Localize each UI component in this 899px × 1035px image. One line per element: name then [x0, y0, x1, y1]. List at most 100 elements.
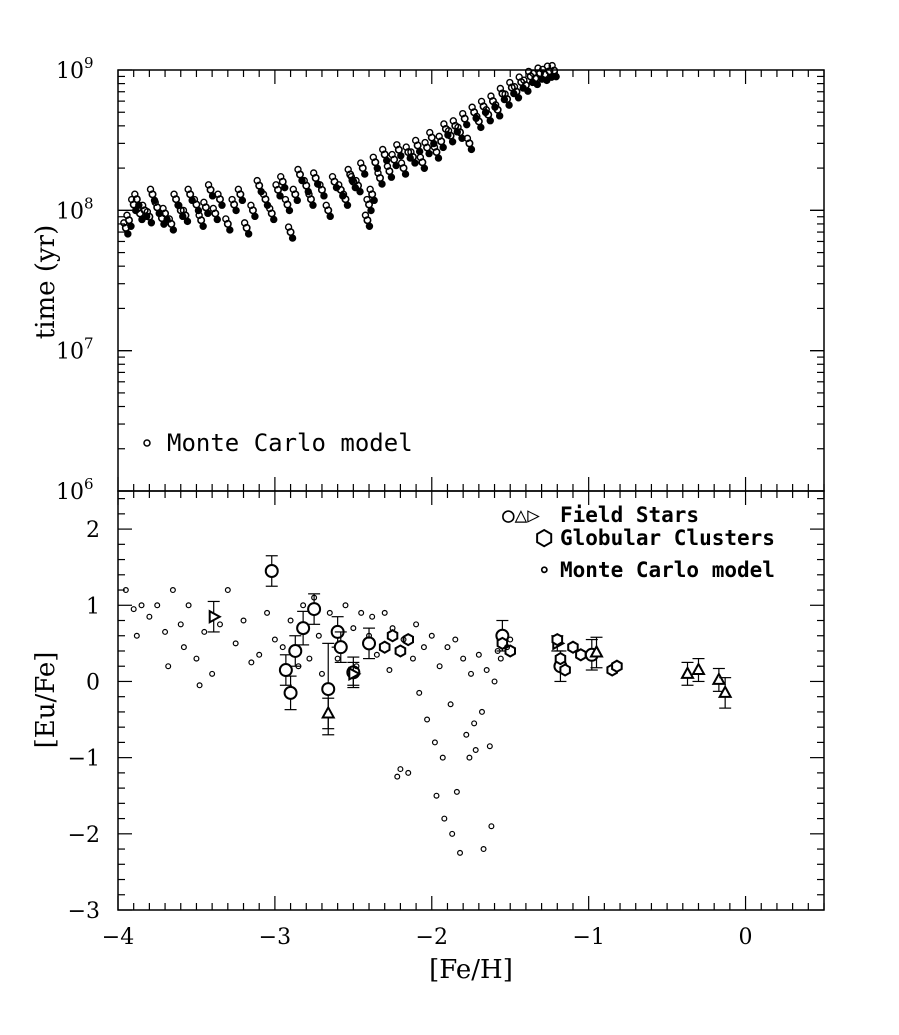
top-data-point [175, 201, 183, 210]
top-data-point [147, 219, 156, 227]
tick-exponent: 7 [84, 335, 94, 353]
field-star-triangle [691, 661, 706, 676]
top-data-point [195, 211, 203, 219]
top-legend: Monte Carlo model [143, 429, 413, 457]
top-data-point [378, 180, 386, 188]
bottom-points [122, 555, 733, 856]
globular-cluster-hexagon [504, 644, 516, 658]
top-data-point [281, 183, 289, 192]
top-data-point [344, 165, 352, 174]
monte-carlo-point [471, 720, 478, 727]
top-data-point [127, 222, 135, 230]
top-data-point [170, 190, 178, 198]
monte-carlo-point [177, 621, 184, 628]
top-data-point [146, 185, 155, 194]
top-data-point [232, 206, 240, 215]
monte-carlo-point [480, 846, 487, 853]
x-tick-label: −3 [259, 925, 291, 950]
top-data-point [281, 195, 290, 204]
top-data-point [444, 127, 453, 135]
x-tick-label: −4 [102, 925, 134, 950]
field-star-triangle-right [348, 666, 362, 682]
top-data-point [534, 64, 542, 72]
top-data-point [411, 136, 420, 145]
globular-cluster-hexagon [386, 629, 399, 643]
top-data-point [214, 190, 222, 198]
top-data-point [270, 215, 278, 224]
monte-carlo-point [488, 823, 495, 830]
top-data-point [127, 195, 136, 204]
top-data-point [463, 120, 471, 129]
monte-carlo-point [287, 617, 294, 624]
monte-carlo-point [441, 815, 448, 822]
top-data-point [495, 112, 504, 120]
top-data-point [293, 196, 301, 205]
top-data-point [288, 234, 297, 242]
top-data-point [365, 222, 374, 230]
field-star-circle [333, 640, 348, 655]
top-data-point [123, 211, 131, 219]
monte-carlo-point [353, 663, 360, 670]
top-data-point [347, 172, 356, 181]
monte-carlo-point [295, 663, 302, 670]
top-data-point [363, 195, 371, 204]
top-data-point [179, 206, 188, 215]
monte-carlo-point [507, 636, 514, 643]
tick-base: 10 [56, 480, 84, 505]
tick-exponent: 6 [84, 475, 94, 493]
top-data-point [352, 176, 360, 185]
monte-carlo-point [138, 602, 145, 609]
top-data-point [183, 217, 192, 226]
top-data-point [439, 143, 447, 152]
legend-label-monte-carlo: Monte Carlo model [560, 558, 775, 582]
top-data-point [143, 208, 152, 216]
top-data-point [218, 201, 226, 209]
monte-carlo-point [433, 792, 440, 799]
monte-carlo-point [350, 625, 357, 632]
top-data-point [477, 123, 485, 132]
monte-carlo-point [162, 628, 169, 635]
top-data-point [356, 187, 364, 196]
top-data-point [468, 103, 476, 111]
monte-carlo-point [409, 655, 416, 662]
top-data-point [238, 196, 247, 205]
top-data-point [393, 141, 401, 149]
top-data-point [486, 117, 494, 125]
tick-base: 10 [56, 340, 84, 365]
bottom-y-tick-label: −1 [68, 747, 100, 772]
top-data-point [276, 192, 284, 200]
field-star-circle [264, 563, 279, 578]
top-data-point [151, 198, 159, 207]
top-data-point [496, 84, 505, 93]
monte-carlo-point [165, 663, 172, 670]
top-data-point [459, 109, 467, 118]
globular-cluster-hexagon [551, 632, 564, 647]
top-data-point [397, 152, 405, 160]
monte-carlo-point [447, 701, 454, 708]
top-data-point [199, 222, 207, 230]
monte-carlo-point [342, 602, 349, 609]
field-star-triangle [711, 671, 727, 685]
top-data-point [416, 153, 425, 161]
top-data-point [366, 185, 374, 194]
globular-cluster-hexagon [394, 644, 407, 658]
bottom-y-axis-title: [Eu/Fe] [31, 652, 61, 749]
tick-exponent: 8 [84, 194, 94, 212]
monte-carlo-point [504, 644, 511, 651]
monte-carlo-point [130, 606, 137, 613]
legend-label-globular-clusters: Globular Clusters [560, 526, 775, 550]
monte-carlo-point [460, 655, 467, 662]
top-data-point [411, 159, 419, 167]
monte-carlo-point [449, 830, 456, 837]
top-data-point [543, 62, 552, 70]
monte-carlo-point [248, 659, 255, 666]
monte-carlo-point [358, 609, 365, 616]
top-data-point [514, 94, 523, 102]
top-legend-label: Monte Carlo model [167, 429, 413, 457]
field-star-circle [362, 636, 377, 651]
monte-carlo-point [209, 670, 216, 677]
monte-carlo-point [475, 651, 482, 658]
monte-carlo-point [439, 754, 446, 761]
top-data-point [159, 204, 167, 213]
